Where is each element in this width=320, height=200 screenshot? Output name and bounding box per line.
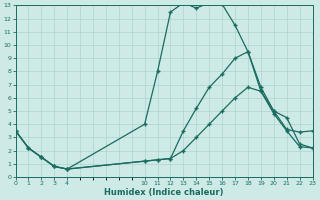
X-axis label: Humidex (Indice chaleur): Humidex (Indice chaleur)	[104, 188, 224, 197]
